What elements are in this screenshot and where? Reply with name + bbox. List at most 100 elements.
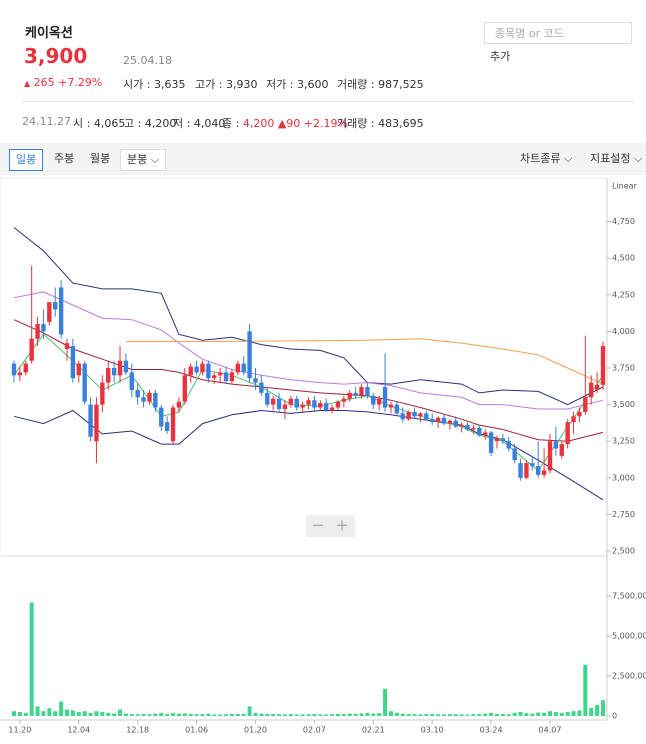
volume-bar: [176, 713, 181, 716]
indicator-menu[interactable]: 지표설정 ⌵: [590, 152, 643, 165]
candle-body: [53, 302, 58, 310]
candle-body: [70, 346, 76, 379]
hover-change: 90: [286, 117, 301, 130]
volume-bar: [135, 714, 140, 716]
candle-body: [524, 463, 529, 478]
volume-bar: [259, 713, 264, 716]
price-change: ▲ 265 +7.29%: [24, 76, 103, 89]
stat-value: 3,600: [296, 78, 329, 91]
stock-name: 케이옥션: [25, 26, 73, 41]
volume-bar: [288, 714, 293, 716]
candle-body: [594, 384, 600, 390]
candle-body: [600, 346, 606, 385]
volume-bar: [330, 714, 335, 716]
scale-label: Linear: [612, 182, 638, 191]
volume-bar: [577, 710, 582, 716]
volume-bar: [447, 714, 452, 716]
hover-volume: 거래량 : 483,695: [337, 117, 424, 130]
stat-value: 987,525: [378, 78, 424, 91]
candle-body: [571, 416, 576, 423]
add-button[interactable]: 추가: [490, 50, 511, 63]
candle-body: [577, 411, 582, 417]
candle-body: [41, 324, 46, 332]
hover-value: 4,200: [144, 117, 177, 130]
y-tick-label: 3,500: [612, 400, 635, 409]
candle-body: [223, 372, 229, 382]
candle-body: [388, 404, 394, 408]
volume-bar: [412, 714, 417, 716]
volume-bar: [536, 712, 541, 716]
volume-bar: [347, 713, 352, 716]
volume-bar: [271, 714, 276, 716]
candle-body: [359, 387, 364, 396]
candle-body: [241, 363, 246, 373]
hover-item: 저 : 4,040: [173, 117, 226, 130]
x-tick-label: 12.18: [126, 726, 149, 735]
volume-bar: [595, 704, 600, 716]
candle-body: [424, 413, 429, 420]
candle-body: [29, 338, 34, 361]
y-tick-label: 4,250: [612, 290, 635, 299]
candle-body: [282, 404, 288, 409]
volume-bar: [377, 713, 382, 716]
volume-bar: [212, 714, 217, 716]
volume-bar: [171, 713, 176, 716]
volume-bar: [371, 713, 376, 716]
candle-body: [200, 363, 205, 373]
candle-body: [518, 463, 523, 478]
indicator-line: [125, 338, 604, 385]
stat: 시가 : 3,635: [123, 78, 186, 91]
candle-body: [82, 363, 87, 402]
tab-label: 분봉: [127, 153, 148, 166]
search-input[interactable]: 종목명 or 코드: [484, 22, 632, 44]
y-tick-label: 4,500: [612, 254, 635, 263]
volume-bar: [353, 713, 358, 716]
x-tick-label: 02.21: [362, 726, 385, 735]
x-tick-label: 01.20: [244, 726, 267, 735]
stat: 저가 : 3,600: [266, 78, 329, 91]
hover-date: 24.11.27: [22, 115, 71, 128]
volume-bar: [512, 712, 517, 716]
volume-bar: [553, 712, 558, 716]
volume-bar: [200, 714, 205, 716]
candle-body: [512, 448, 517, 461]
hover-label: 거래량: [337, 117, 368, 130]
candle-body: [494, 438, 500, 442]
chart-type-menu[interactable]: 차트종류 ⌵: [520, 152, 573, 165]
period-tab[interactable]: 월봉: [90, 152, 111, 165]
zoom-out[interactable]: −: [311, 516, 324, 535]
candle-body: [353, 392, 358, 396]
volume-tick-label: 5,000,000: [612, 632, 646, 641]
stat-label: 거래량: [337, 78, 368, 91]
change-amount: 265: [33, 76, 55, 89]
volume-bar: [489, 712, 494, 716]
volume-bar: [229, 713, 234, 716]
change-pct: +7.29%: [58, 76, 103, 89]
volume-bar: [253, 712, 258, 716]
hover-label: 고: [124, 117, 135, 130]
candle-body: [400, 413, 405, 420]
period-tab[interactable]: 분봉 ⌵: [120, 149, 167, 171]
volume-bar: [383, 688, 388, 716]
candle-body: [247, 331, 252, 379]
candle-body: [459, 425, 464, 427]
period-tab[interactable]: 주봉: [54, 152, 75, 165]
volume-bar: [59, 701, 64, 716]
volume-bar: [147, 714, 152, 716]
volume-bar: [406, 714, 411, 716]
x-tick-label: 02.07: [303, 726, 326, 735]
hover-change-pct: +2.19%: [303, 117, 348, 130]
period-tab[interactable]: 일봉: [9, 149, 44, 171]
candle-body: [441, 417, 447, 424]
volume-bar: [182, 713, 187, 716]
price-frame: [0, 177, 608, 557]
y-tick-label: 3,000: [612, 473, 635, 482]
candle-body: [553, 441, 559, 449]
candle-body: [188, 366, 193, 376]
stat: 거래량 : 987,525: [337, 78, 424, 91]
volume-bar: [53, 711, 58, 716]
candle-body: [323, 403, 329, 411]
zoom-in[interactable]: +: [335, 516, 348, 535]
volume-bar: [282, 714, 287, 716]
candle-body: [159, 407, 164, 427]
